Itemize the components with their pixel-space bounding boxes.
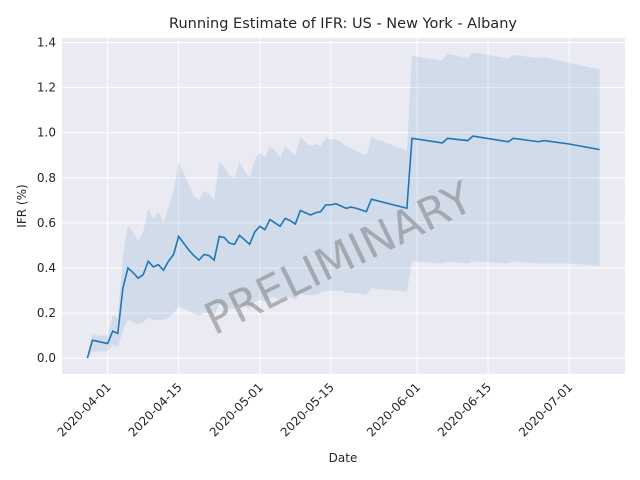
chart-title: Running Estimate of IFR: US - New York -… bbox=[169, 16, 517, 32]
x-tick-label: 2020-06-01 bbox=[364, 380, 423, 439]
y-tick-label: 0.2 bbox=[37, 306, 56, 320]
y-axis-label: IFR (%) bbox=[15, 184, 29, 227]
x-tick-label: 2020-05-15 bbox=[278, 380, 337, 439]
x-tick-label: 2020-05-01 bbox=[207, 380, 266, 439]
x-tick-label: 2020-04-15 bbox=[126, 380, 185, 439]
y-tick-label: 0.6 bbox=[37, 216, 56, 230]
x-tick-label: 2020-04-01 bbox=[55, 380, 114, 439]
plot-area bbox=[62, 38, 625, 374]
x-tick-label: 2020-06-15 bbox=[435, 380, 494, 439]
line bbox=[86, 135, 600, 359]
y-tick-label: 1.4 bbox=[37, 36, 56, 50]
y-tick-label: 0.8 bbox=[37, 171, 56, 185]
confidence-band bbox=[87, 52, 600, 359]
y-tick-label: 1.2 bbox=[37, 81, 56, 95]
y-tick-label: 0.0 bbox=[37, 351, 56, 365]
y-tick-label: 0.4 bbox=[37, 261, 56, 275]
x-axis-label: Date bbox=[329, 451, 358, 465]
x-tick-label: 2020-07-01 bbox=[516, 380, 575, 439]
y-tick-label: 1.0 bbox=[37, 126, 56, 140]
